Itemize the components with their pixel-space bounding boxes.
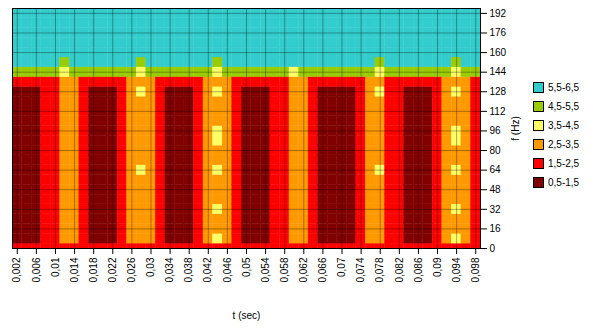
svg-text:160: 160 <box>490 47 507 58</box>
svg-text:0,054: 0,054 <box>260 257 271 282</box>
svg-text:0,026: 0,026 <box>126 257 137 282</box>
svg-text:0,058: 0,058 <box>279 257 290 282</box>
svg-text:96: 96 <box>490 125 502 136</box>
svg-text:0,018: 0,018 <box>88 257 99 282</box>
html-text:5,5-6,5: 5,5-6,5 <box>548 82 580 93</box>
svg-text:0,062: 0,062 <box>298 257 309 282</box>
svg-text:48: 48 <box>490 184 502 195</box>
svg-text:0,066: 0,066 <box>317 257 328 282</box>
svg-text:0,082: 0,082 <box>394 257 405 282</box>
svg-text:0,022: 0,022 <box>107 257 118 282</box>
svg-text:0,038: 0,038 <box>183 257 194 282</box>
svg-text:0,074: 0,074 <box>355 257 366 282</box>
svg-text:0,034: 0,034 <box>164 257 175 282</box>
svg-text:0,046: 0,046 <box>222 257 233 282</box>
svg-text:0,03: 0,03 <box>145 257 156 277</box>
svg-text:0,098: 0,098 <box>470 257 481 282</box>
html-text:2,5-3,5: 2,5-3,5 <box>548 139 580 150</box>
svg-text:0,094: 0,094 <box>451 257 462 282</box>
svg-text:16: 16 <box>490 223 502 234</box>
svg-text:0,086: 0,086 <box>413 257 424 282</box>
svg-text:0: 0 <box>490 243 496 254</box>
svg-text:0,09: 0,09 <box>432 257 443 277</box>
svg-text:80: 80 <box>490 145 502 156</box>
svg-text:t (sec): t (sec) <box>233 310 261 321</box>
html-text:3,5-4,5: 3,5-4,5 <box>548 120 580 131</box>
svg-text:0,07: 0,07 <box>336 257 347 277</box>
html-text:4,5-5,5: 4,5-5,5 <box>548 101 580 112</box>
svg-text:32: 32 <box>490 204 502 215</box>
svg-text:64: 64 <box>490 164 502 175</box>
svg-text:144: 144 <box>490 66 507 77</box>
svg-text:0,002: 0,002 <box>11 257 22 282</box>
svg-text:192: 192 <box>490 8 507 19</box>
svg-text:0,006: 0,006 <box>31 257 42 282</box>
svg-text:112: 112 <box>490 106 506 117</box>
svg-text:0,042: 0,042 <box>202 257 213 282</box>
svg-text:0,01: 0,01 <box>50 257 61 277</box>
svg-text:128: 128 <box>490 86 507 97</box>
html-text:0,5-1,5: 0,5-1,5 <box>548 177 580 188</box>
svg-text:0,014: 0,014 <box>69 257 80 282</box>
svg-text:176: 176 <box>490 27 507 38</box>
html-text:1,5-2,5: 1,5-2,5 <box>548 158 580 169</box>
svg-text:0,078: 0,078 <box>374 257 385 282</box>
svg-text:0,05: 0,05 <box>241 257 252 277</box>
svg-text:f (Hz): f (Hz) <box>510 116 521 140</box>
